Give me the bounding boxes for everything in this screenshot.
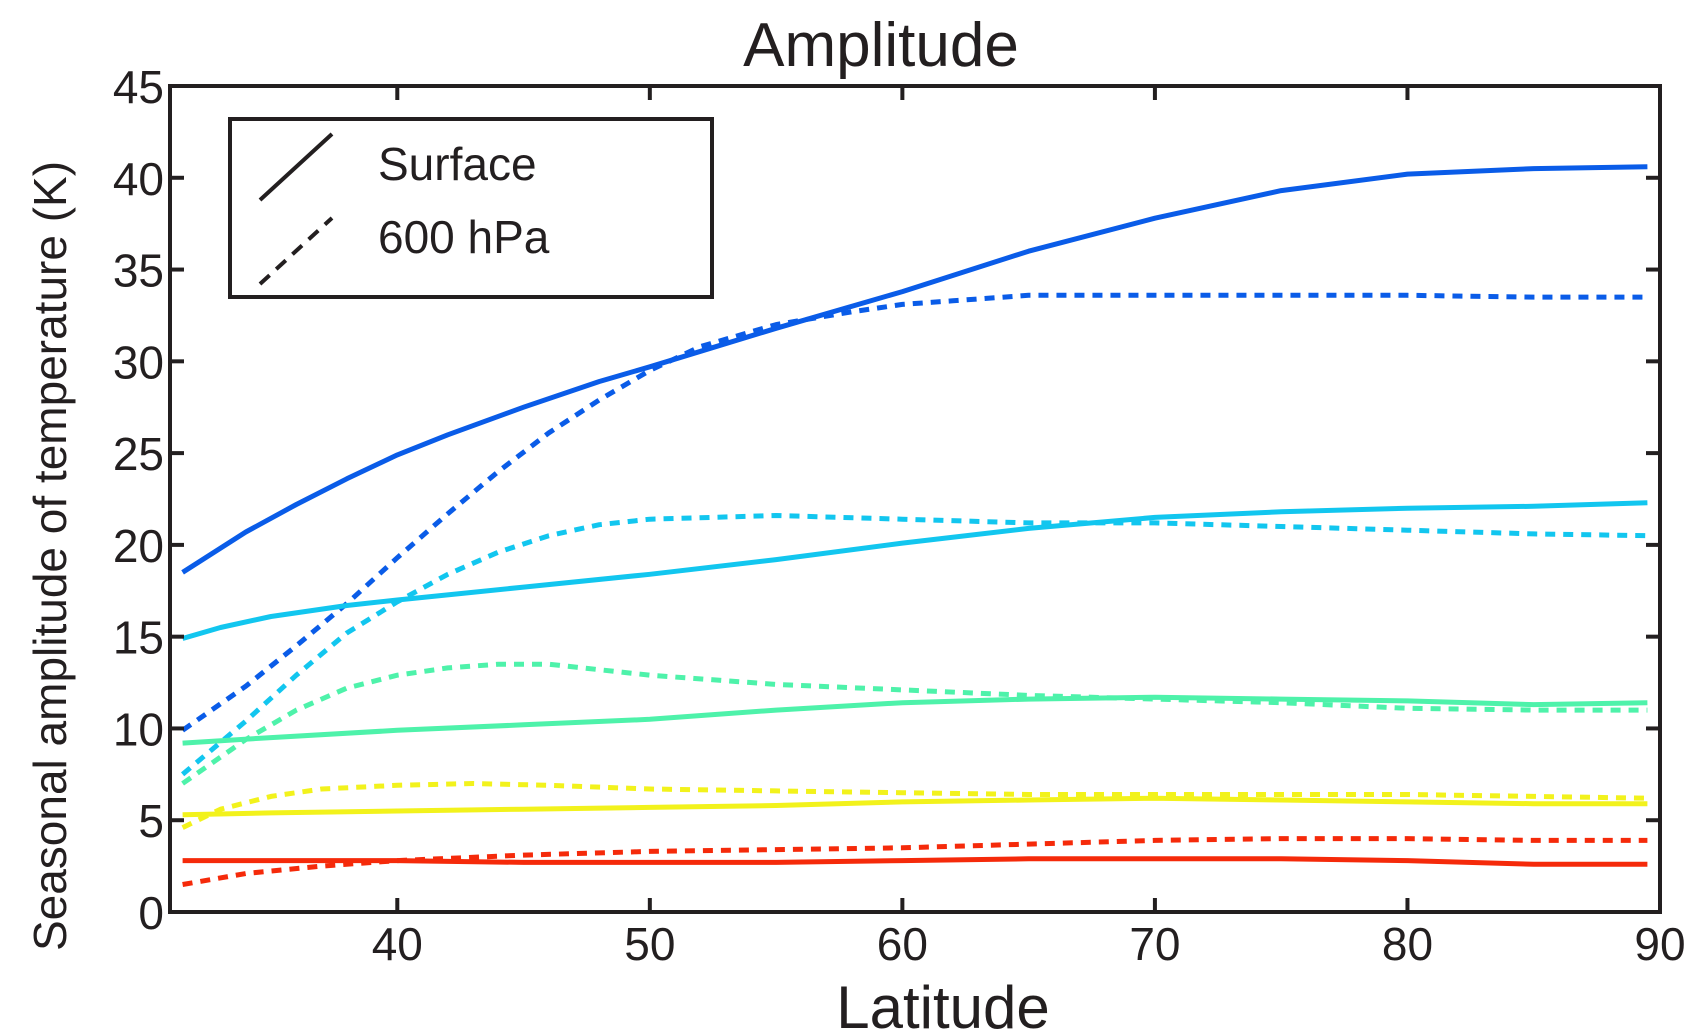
legend: Surface 600 hPa <box>228 117 714 299</box>
x-tick-label: 50 <box>624 918 675 970</box>
y-tick-label: 15 <box>113 612 164 664</box>
legend-label-600hpa: 600 hPa <box>378 211 550 263</box>
legend-box <box>228 117 714 299</box>
y-tick-label: 20 <box>113 520 164 572</box>
y-tick-label: 35 <box>113 245 164 297</box>
y-tick-label: 10 <box>113 703 164 755</box>
plot-area-frame <box>168 84 1662 914</box>
series-line-2-solid <box>181 500 1648 641</box>
series-line-7-dashed <box>181 781 1648 830</box>
y-tick-label: 45 <box>113 61 164 113</box>
x-axis-label: Latitude <box>836 974 1050 1036</box>
series-line-0-solid <box>181 164 1648 575</box>
y-tick-label: 30 <box>113 336 164 388</box>
series-line-4-solid <box>182 694 1648 746</box>
y-tick-label: 25 <box>113 428 164 480</box>
tick-labels: 40 50 60 70 80 90 0 5 10 15 20 25 30 35 40 45 <box>113 61 1686 970</box>
legend-solid-swatch <box>258 132 334 202</box>
series-line-3-dashed <box>180 513 1648 777</box>
chart-title: Amplitude <box>743 11 1019 80</box>
series-line-9-dashed <box>182 836 1648 887</box>
x-tick-label: 80 <box>1382 918 1433 970</box>
legend-label-surface: Surface <box>378 138 537 190</box>
series-line-6-solid <box>182 795 1648 818</box>
y-tick-label: 0 <box>138 887 164 939</box>
x-tick-label: 60 <box>877 918 928 970</box>
y-tick-label: 40 <box>113 153 164 205</box>
y-tick-label: 5 <box>138 795 164 847</box>
x-tick-label: 90 <box>1634 918 1685 970</box>
tick-marks <box>170 86 1660 912</box>
series-layer <box>180 164 1648 887</box>
x-tick-label: 70 <box>1129 918 1180 970</box>
y-axis-label: Seasonal amplitude of temperature (K) <box>24 161 76 951</box>
series-line-5-dashed <box>181 661 1648 786</box>
x-tick-label: 40 <box>372 918 423 970</box>
series-line-1-dashed <box>181 292 1648 733</box>
legend-dashed-swatch <box>258 216 334 286</box>
